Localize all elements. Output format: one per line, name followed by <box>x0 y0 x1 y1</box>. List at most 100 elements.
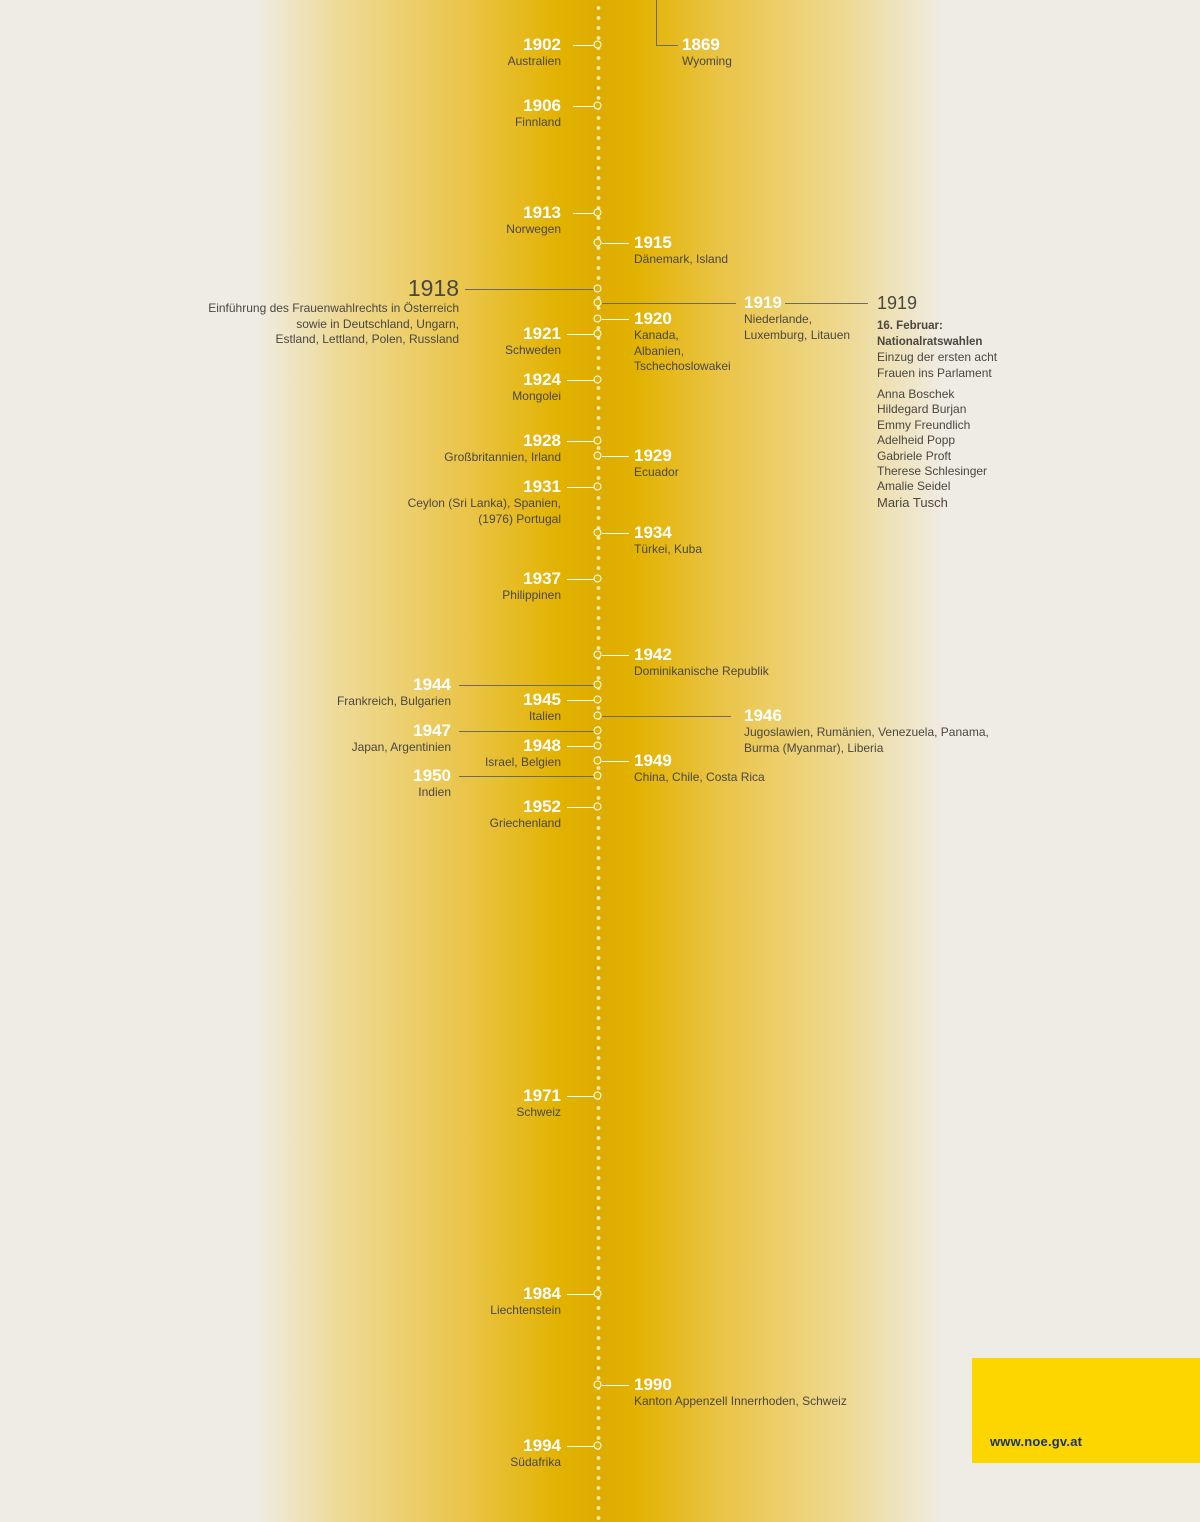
timeline-connector <box>602 533 629 534</box>
timeline-connector <box>602 716 731 717</box>
entry-year: 1945 <box>523 690 561 709</box>
timeline-connector <box>465 289 594 290</box>
entry-countries: Indien <box>418 785 451 799</box>
timeline-connector <box>567 1294 594 1295</box>
timeline-node-icon <box>593 741 602 750</box>
timeline-entry-left: 1921 Schweden <box>505 325 561 359</box>
entry-year: 1948 <box>523 736 561 755</box>
entry-countries: China, Chile, Costa Rica <box>634 770 765 784</box>
entry-year: 1952 <box>523 797 561 816</box>
timeline-connector <box>567 579 594 580</box>
timeline-node-icon <box>593 40 602 49</box>
timeline-entry-left: 1950 Indien <box>413 767 451 801</box>
entry-countries: Schweden <box>504 343 561 357</box>
timeline-node-icon <box>593 528 602 537</box>
timeline-connector <box>602 319 629 320</box>
entry-year: 1918 <box>407 275 459 301</box>
timeline-node-icon <box>593 238 602 247</box>
timeline-entry-left: 1945 Italien <box>523 691 561 725</box>
entry-countries: Israel, Belgien <box>484 755 561 769</box>
timeline-connector <box>567 380 594 381</box>
panel-name: Hildegard Burjan <box>877 402 967 417</box>
timeline-entry-left: 1952 Griechenland <box>490 798 561 832</box>
entry-countries: Philippinen <box>502 588 561 602</box>
panel-date: 16. Februar: <box>877 320 943 332</box>
entry-year: 1994 <box>523 1436 561 1455</box>
timeline-connector <box>567 1446 594 1447</box>
panel-name: Emmy Freundlich <box>877 417 971 432</box>
timeline-node-icon <box>593 650 602 659</box>
entry-countries: Niederlande, Luxemburg, Litauen <box>744 312 851 342</box>
entry-year: 1929 <box>634 446 672 465</box>
timeline-node-icon <box>593 802 602 811</box>
timeline-connector <box>567 746 594 747</box>
timeline-connector <box>567 441 594 442</box>
timeline-connector <box>785 303 868 304</box>
timeline-connector <box>656 45 678 46</box>
timeline-connector <box>459 685 594 686</box>
entry-countries: Ceylon (Sri Lanka), Spanien, (1976) Port… <box>407 496 561 526</box>
timeline-entry-right: 1915 Dänemark, Island <box>634 234 728 268</box>
timeline-entry-right: 1990 Kanton Appenzell Innerrhoden, Schwei… <box>634 1376 847 1410</box>
entry-countries: Griechenland <box>489 816 561 830</box>
timeline-entry-left: 1944 Frankreich, Bulgarien <box>337 676 451 710</box>
entry-year: 1984 <box>523 1284 561 1303</box>
timeline-entry-left: 1971 Schweiz <box>516 1087 561 1121</box>
timeline-connector <box>602 1385 629 1386</box>
timeline-node-icon <box>593 1441 602 1450</box>
timeline-connector <box>573 45 594 46</box>
brand-box: www.noe.gv.at <box>972 1358 1200 1463</box>
timeline-connector <box>602 456 629 457</box>
timeline-entry-right: 1946 Jugoslawien, Rumänien, Venezuela, Pa… <box>744 707 989 756</box>
timeline-connector <box>567 487 594 488</box>
entry-countries: Kanada, Albanien, Tschechoslowakei <box>634 328 731 373</box>
entry-countries: Kanton Appenzell Innerrhoden, Schweiz <box>634 1394 847 1408</box>
panel-name: Therese Schlesinger <box>877 464 988 479</box>
timeline-entry-left: 1948 Israel, Belgien <box>485 737 561 771</box>
timeline-node-icon <box>593 574 602 583</box>
timeline-node-icon <box>593 314 602 323</box>
entry-countries: Südafrika <box>510 1455 561 1469</box>
entry-countries: Frankreich, Bulgarien <box>336 694 451 708</box>
timeline-node-icon <box>593 375 602 384</box>
timeline-entry-right: 1919 Niederlande, Luxemburg, Litauen <box>744 294 850 343</box>
entry-year: 1924 <box>523 370 561 389</box>
timeline-bracket-line <box>656 0 657 45</box>
entry-countries: Türkei, Kuba <box>634 542 703 556</box>
entry-countries: Schweiz <box>516 1105 561 1119</box>
entry-year: 1920 <box>634 309 672 328</box>
timeline-connector <box>602 303 736 304</box>
entry-countries: Dominikanische Republik <box>634 664 769 678</box>
entry-year: 1915 <box>634 233 672 252</box>
entry-countries: Liechtenstein <box>490 1303 561 1317</box>
entry-countries: Jugoslawien, Rumänien, Venezuela, Panama… <box>744 725 989 755</box>
entry-countries: Einführung des Frauenwahlrechts in Öster… <box>208 301 459 346</box>
timeline-entry-left: 1902 Australien <box>508 36 561 70</box>
panel-names-list: Anna Boschek Hildegard Burjan Emmy Freun… <box>877 387 1057 510</box>
timeline-connector <box>567 1096 594 1097</box>
entry-countries: Australien <box>507 54 561 68</box>
entry-year: 1950 <box>413 766 451 785</box>
entry-year: 1906 <box>523 96 561 115</box>
entry-year: 1869 <box>682 35 720 54</box>
timeline-node-icon <box>593 695 602 704</box>
timeline-node-icon <box>593 329 602 338</box>
timeline-entry-left: 1947 Japan, Argentinien <box>352 722 451 756</box>
entry-year: 1990 <box>634 1375 672 1394</box>
entry-year: 1913 <box>523 203 561 222</box>
entry-year: 1971 <box>523 1086 561 1105</box>
timeline-node-icon <box>593 680 602 689</box>
timeline-connector <box>573 213 594 214</box>
timeline-entry-left: 1931 Ceylon (Sri Lanka), Spanien, (1976) … <box>408 478 561 527</box>
timeline-node-icon <box>593 711 602 720</box>
entry-year: 1947 <box>413 721 451 740</box>
timeline-entry-left: 1994 Südafrika <box>510 1437 561 1471</box>
entry-countries: Großbritannien, Irland <box>444 450 561 464</box>
timeline-entry-left: 1906 Finnland <box>515 97 561 131</box>
entry-year: 1949 <box>634 751 672 770</box>
timeline-node-icon <box>593 208 602 217</box>
timeline-node-icon <box>593 771 602 780</box>
website-link[interactable]: www.noe.gv.at <box>990 1434 1083 1449</box>
austria-1919-panel: 1919 16. Februar: Nationalratswahlen Ein… <box>877 292 1057 510</box>
